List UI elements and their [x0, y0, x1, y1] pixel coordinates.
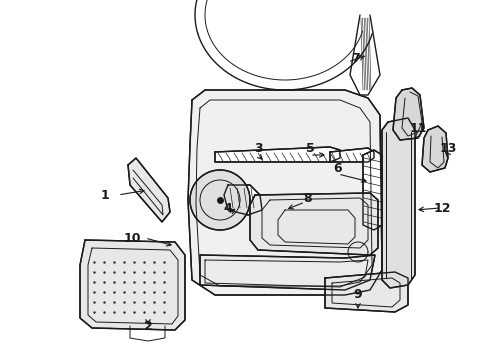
Text: 3: 3 — [254, 141, 262, 154]
Text: 11: 11 — [409, 122, 427, 135]
Text: 7: 7 — [351, 51, 359, 64]
Polygon shape — [188, 90, 382, 295]
Text: 2: 2 — [144, 320, 152, 333]
Polygon shape — [224, 185, 262, 215]
Text: 6: 6 — [334, 162, 343, 175]
Polygon shape — [250, 193, 378, 255]
Polygon shape — [190, 170, 250, 230]
Text: 8: 8 — [304, 192, 312, 204]
Polygon shape — [80, 240, 185, 330]
Text: 10: 10 — [123, 231, 141, 244]
Polygon shape — [382, 118, 415, 288]
Polygon shape — [128, 158, 170, 222]
Text: 1: 1 — [100, 189, 109, 202]
Text: 5: 5 — [306, 141, 315, 154]
Text: 9: 9 — [354, 288, 362, 302]
Polygon shape — [330, 148, 374, 162]
Polygon shape — [393, 88, 424, 140]
Polygon shape — [200, 255, 375, 290]
Polygon shape — [363, 150, 382, 230]
Text: 12: 12 — [433, 202, 451, 215]
Text: 4: 4 — [223, 202, 232, 215]
Polygon shape — [215, 147, 340, 162]
Text: 13: 13 — [440, 141, 457, 154]
Polygon shape — [325, 272, 408, 312]
Polygon shape — [422, 126, 448, 172]
